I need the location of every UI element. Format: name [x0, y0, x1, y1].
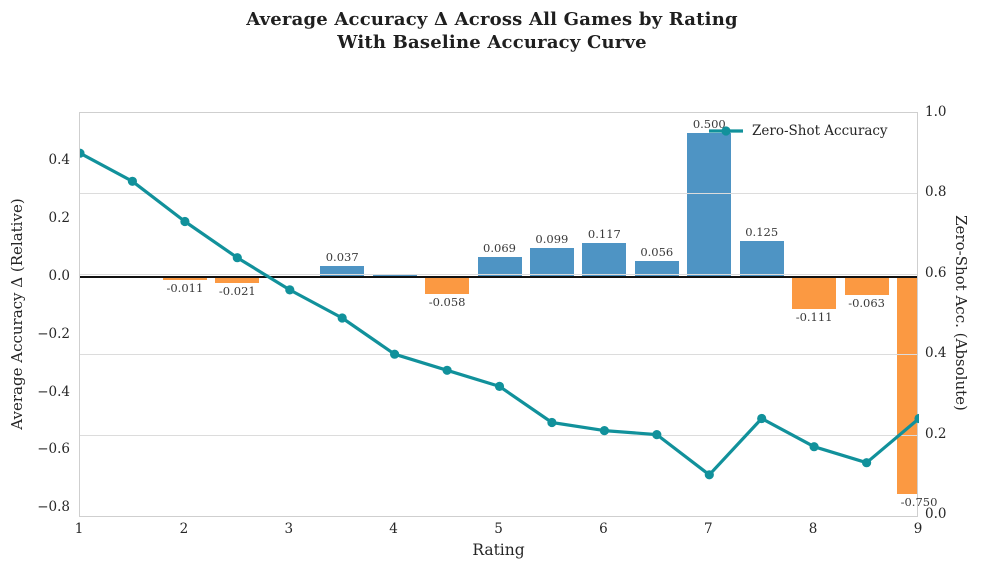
bar	[687, 132, 732, 277]
bar	[477, 257, 522, 277]
x-axis-tick-label: 2	[179, 521, 189, 537]
line-marker	[390, 349, 400, 359]
bar	[529, 248, 574, 277]
plot-area: -0.011 -0.021 0.037 -0.058 0.069 0.099 0.117 0.…	[79, 112, 937, 517]
line-marker	[232, 253, 242, 263]
bar-value-labels-layer: -0.011 -0.021 0.037 -0.058 0.069 0.099 0.117 0.…	[80, 113, 937, 516]
line-marker	[180, 216, 190, 227]
bar	[792, 277, 837, 310]
x-axis-tick-label: 7	[704, 521, 713, 537]
bar-value-label: 0.125	[745, 224, 779, 239]
bar	[739, 240, 784, 277]
bar-value-label: -0.021	[218, 284, 256, 299]
bar	[162, 277, 207, 281]
chart-title: Average Accuracy Δ Across All Games by R…	[0, 8, 984, 54]
x-axis-tick-label: 5	[494, 521, 503, 537]
x-axis-tick-label: 3	[284, 521, 294, 537]
bar	[425, 277, 469, 294]
left-axis-tick-label: 0.0	[48, 268, 70, 284]
line-marker	[914, 413, 919, 424]
bar-value-label: 0.056	[640, 244, 674, 259]
bar-value-label: 0.500	[692, 116, 726, 131]
x-axis-tick-label: 4	[389, 521, 398, 537]
bar-value-label: -0.011	[166, 281, 204, 296]
left-axis-tick-label: 0.4	[48, 152, 70, 169]
bars-layer	[80, 113, 917, 516]
right-axis-tick-label: 0.8	[925, 184, 947, 201]
gridline	[80, 434, 917, 436]
x-axis-tick-label: 6	[599, 521, 608, 537]
gridline	[80, 273, 917, 275]
line-marker	[862, 458, 872, 468]
bar	[320, 266, 365, 277]
right-axis-tick-label: 0.0	[925, 506, 947, 522]
legend-label: Zero-Shot Accuracy	[752, 123, 888, 139]
chart-title-line2: With Baseline Accuracy Curve	[337, 32, 647, 53]
legend: Zero-Shot Accuracy	[709, 123, 888, 139]
line-marker	[494, 381, 505, 391]
line-marker	[809, 442, 819, 452]
bar	[844, 277, 889, 296]
bar-value-label: 0.037	[325, 250, 359, 265]
line-marker	[547, 417, 557, 428]
legend-line-marker-icon	[709, 126, 743, 136]
bar-value-label: -0.063	[848, 296, 885, 311]
chart-title-line1: Average Accuracy Δ Across All Games by R…	[246, 9, 738, 30]
bar-value-label: -0.111	[795, 310, 833, 325]
bar-value-label: 0.117	[587, 227, 621, 242]
left-axis-tick-label: −0.8	[37, 499, 70, 516]
x-axis-label: Rating	[472, 541, 525, 559]
line-marker	[704, 470, 714, 480]
bar-value-label: 0.099	[535, 232, 569, 247]
bar-value-label: 0.069	[483, 241, 516, 256]
line-marker	[599, 426, 610, 436]
line-marker	[442, 365, 452, 375]
left-axis-tick-label: −0.4	[37, 383, 70, 400]
left-axis-tick-label: −0.6	[37, 441, 70, 458]
grid-layer	[80, 113, 917, 516]
gridline	[80, 354, 917, 356]
line-marker	[127, 176, 137, 186]
x-axis-tick-label: 1	[74, 521, 84, 537]
bar	[215, 277, 260, 284]
left-axis-tick-label: −0.2	[37, 325, 70, 342]
right-axis-tick-label: 0.4	[925, 345, 947, 362]
zero-line	[80, 276, 917, 278]
bar	[897, 277, 917, 494]
left-axis-tick-label: 0.2	[48, 210, 70, 227]
line-marker	[285, 285, 295, 295]
line-marker	[80, 148, 85, 158]
x-axis-tick-label: 9	[913, 521, 923, 537]
line-marker	[337, 313, 347, 323]
right-axis-tick-label: 0.2	[925, 425, 947, 442]
bar	[372, 274, 417, 277]
right-axis-tick-label: 1.0	[925, 104, 947, 120]
line-marker	[757, 413, 767, 424]
x-axis-tick-label: 8	[808, 521, 818, 537]
right-axis-label: Zero-Shot Acc. (Absolute)	[952, 215, 970, 411]
right-axis-tick-label: 0.6	[925, 264, 947, 281]
bar-value-label: -0.058	[428, 294, 466, 309]
line-marker	[652, 430, 662, 440]
bar	[582, 243, 627, 277]
zero-shot-accuracy-line	[80, 148, 919, 480]
bar-value-label: -0.750	[900, 494, 938, 509]
bar	[634, 260, 679, 277]
gridline	[80, 193, 917, 195]
